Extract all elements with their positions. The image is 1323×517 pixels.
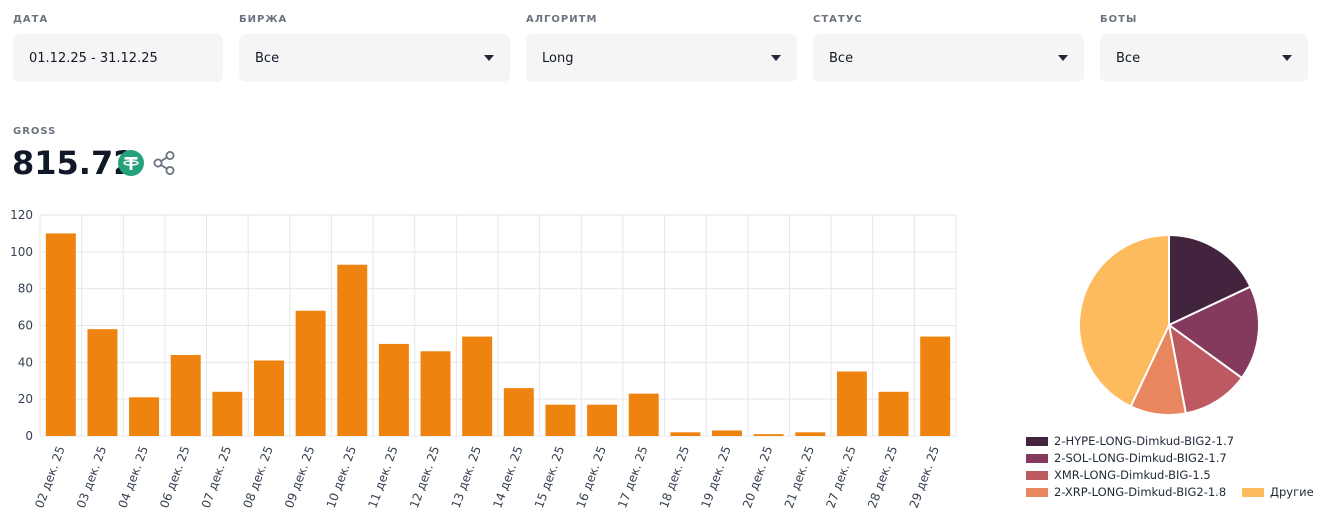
x-tick-label: 15 дек. 25 — [532, 444, 567, 510]
caret-down-icon — [1282, 55, 1292, 61]
bar[interactable] — [920, 336, 951, 436]
bar[interactable] — [337, 264, 368, 436]
pie-slice[interactable] — [1078, 233, 1170, 408]
caret-down-icon — [1058, 55, 1068, 61]
filter-label: БОТЫ — [1100, 14, 1138, 25]
bar[interactable] — [795, 432, 826, 436]
x-tick-label: 02 дек. 25 — [32, 444, 67, 510]
legend-item[interactable]: 2-SOL-LONG-Dimkud-BIG2-1.7 — [1026, 451, 1227, 465]
bar[interactable] — [45, 233, 76, 436]
bar[interactable] — [420, 351, 451, 436]
y-tick-label: 100 — [10, 245, 33, 259]
y-tick-label: 40 — [18, 355, 33, 369]
x-tick-label: 20 дек. 25 — [740, 444, 775, 510]
x-tick-label: 08 дек. 25 — [240, 444, 275, 510]
gross-value: 815.72 — [12, 144, 136, 182]
x-tick-label: 03 дек. 25 — [74, 444, 109, 510]
x-tick-label: 13 дек. 25 — [449, 444, 484, 510]
x-tick-label: 11 дек. 25 — [365, 444, 400, 510]
bar[interactable] — [378, 343, 409, 436]
x-tick-label: 29 дек. 25 — [907, 444, 942, 510]
x-tick-label: 18 дек. 25 — [657, 444, 692, 510]
x-tick-label: 07 дек. 25 — [199, 444, 234, 510]
bar[interactable] — [628, 393, 659, 436]
pie-chart — [1078, 233, 1260, 416]
bar[interactable] — [212, 391, 243, 436]
filter-select[interactable]: Все — [1100, 34, 1308, 82]
y-tick-label: 0 — [25, 429, 33, 443]
y-tick-label: 80 — [18, 282, 33, 296]
x-tick-label: 19 дек. 25 — [698, 444, 733, 510]
bar[interactable] — [87, 329, 118, 436]
legend-swatch — [1026, 453, 1048, 463]
y-tick-label: 120 — [10, 208, 33, 222]
filter-value: Все — [829, 50, 854, 66]
x-tick-label: 27 дек. 25 — [823, 444, 858, 510]
x-tick-label: 28 дек. 25 — [865, 444, 900, 510]
filter-value: Все — [1116, 50, 1141, 66]
bar[interactable] — [254, 360, 284, 436]
legend-swatch — [1242, 487, 1264, 497]
bar[interactable] — [712, 430, 742, 436]
filter-select[interactable]: Все — [239, 34, 510, 82]
filter-label: ДАТА — [13, 14, 49, 25]
x-tick-label: 06 дек. 25 — [157, 444, 192, 510]
legend-label: XMR-LONG-Dimkud-BIG-1.5 — [1054, 468, 1211, 482]
caret-down-icon — [771, 55, 781, 61]
legend-label: 2-SOL-LONG-Dimkud-BIG2-1.7 — [1054, 451, 1227, 465]
share-icon[interactable] — [152, 150, 176, 176]
legend-swatch — [1026, 470, 1048, 480]
x-tick-label: 04 дек. 25 — [116, 444, 151, 510]
y-tick-label: 20 — [18, 392, 33, 406]
x-tick-label: 16 дек. 25 — [574, 444, 609, 510]
bar[interactable] — [670, 432, 701, 436]
filter-select[interactable]: Все — [813, 34, 1084, 82]
x-tick-label: 10 дек. 25 — [324, 444, 359, 510]
bar[interactable] — [503, 388, 534, 436]
legend-item[interactable]: XMR-LONG-Dimkud-BIG-1.5 — [1026, 468, 1211, 482]
legend-label: 2-HYPE-LONG-Dimkud-BIG2-1.7 — [1054, 434, 1235, 448]
y-tick-label: 60 — [18, 319, 33, 333]
legend-item[interactable]: 2-HYPE-LONG-Dimkud-BIG2-1.7 — [1026, 434, 1234, 448]
pie-slice[interactable] — [1168, 233, 1252, 327]
x-tick-label: 21 дек. 25 — [782, 444, 817, 510]
caret-down-icon — [484, 55, 494, 61]
bar[interactable] — [170, 354, 201, 436]
bar[interactable] — [295, 310, 326, 436]
legend-item[interactable]: Другие — [1242, 485, 1314, 499]
pie-slice[interactable] — [1167, 322, 1244, 415]
bar[interactable] — [753, 434, 784, 436]
pie-slice[interactable] — [1167, 285, 1260, 380]
x-tick-label: 12 дек. 25 — [407, 444, 442, 510]
filter-label: БИРЖА — [239, 14, 288, 25]
bar[interactable] — [878, 391, 909, 436]
x-tick-label: 17 дек. 25 — [615, 444, 650, 510]
bar[interactable] — [462, 336, 493, 436]
filter-select[interactable]: Long — [526, 34, 797, 82]
filter-label: АЛГОРИТМ — [526, 14, 598, 25]
bar[interactable] — [545, 404, 576, 436]
filter-label: СТАТУС — [813, 14, 863, 25]
filter-value: 01.12.25 - 31.12.25 — [29, 50, 158, 66]
x-tick-label: 14 дек. 25 — [490, 444, 525, 510]
filter-value: Все — [255, 50, 280, 66]
legend-label: Другие — [1270, 485, 1314, 499]
filter-value: Long — [542, 50, 574, 66]
gross-label: GROSS — [13, 126, 57, 137]
bar-chart: 0 20 40 60 80 100 120 02 дек. 25 03 дек. 25 04 де… — [10, 208, 957, 510]
legend-label: 2-XRP-LONG-Dimkud-BIG2-1.8 — [1054, 485, 1227, 499]
bar[interactable] — [836, 371, 867, 436]
legend-swatch — [1026, 436, 1048, 446]
x-tick-label: 09 дек. 25 — [282, 444, 317, 510]
tether-usdt-icon — [118, 150, 144, 176]
bar[interactable] — [129, 397, 160, 436]
legend-item[interactable]: 2-XRP-LONG-Dimkud-BIG2-1.8 — [1026, 485, 1226, 499]
bar[interactable] — [587, 404, 618, 436]
date-range-input[interactable]: 01.12.25 - 31.12.25 — [13, 34, 223, 82]
legend-swatch — [1026, 487, 1048, 497]
